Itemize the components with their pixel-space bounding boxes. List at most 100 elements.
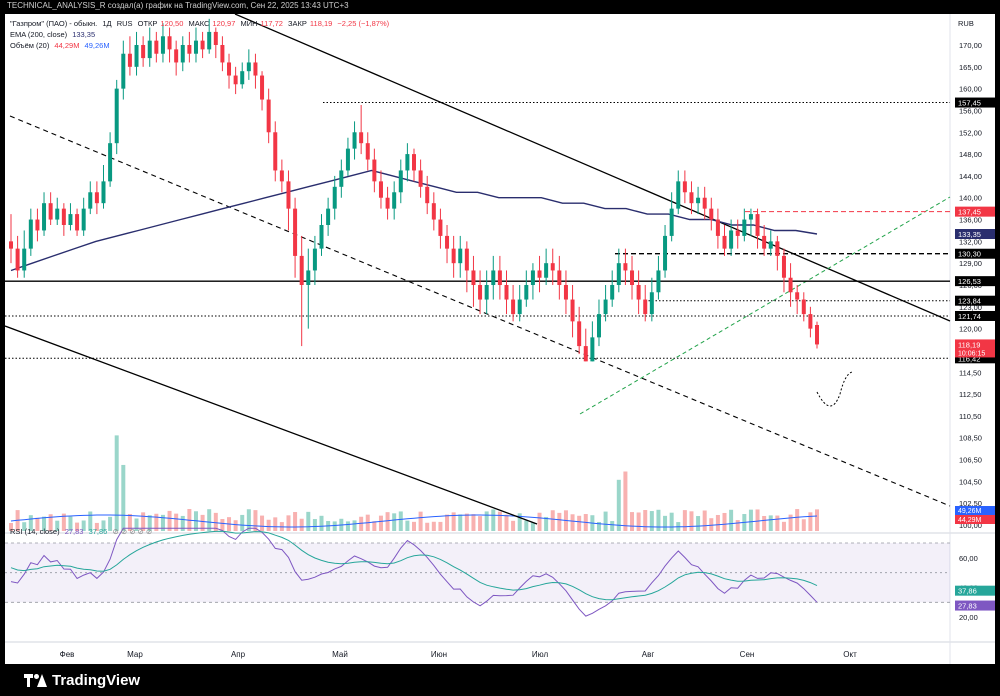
- volume-bar: [702, 510, 707, 531]
- candle-body: [590, 337, 595, 362]
- legend-close-label: ЗАКР: [288, 19, 307, 28]
- volume-bar: [345, 521, 350, 531]
- candle-body: [154, 40, 159, 54]
- volume-bar: [649, 511, 654, 531]
- candle-body: [306, 270, 311, 285]
- candle-body: [319, 225, 324, 249]
- level-tag: 126,53: [955, 276, 995, 287]
- candle-body: [709, 208, 714, 220]
- volume-bar: [431, 521, 436, 531]
- price-axis-tick: 120,00: [959, 325, 982, 334]
- rsi-ma-line: [10, 530, 818, 601]
- tradingview-brand-text: TradingView: [52, 672, 141, 689]
- candle-body: [603, 299, 608, 315]
- price-axis-tick: 104,50: [959, 477, 982, 486]
- legend-volume-ma: 49,26M: [84, 41, 110, 50]
- price-pane: 170,00 165,00 160,00 156,00 152,00 148,00 144,…: [5, 14, 995, 664]
- volume-bar: [504, 514, 509, 531]
- candle-body: [775, 241, 780, 256]
- legend-symbol[interactable]: "Газпром" (ПАО) - обыкн.: [10, 19, 98, 28]
- currency-label: RUB: [958, 19, 974, 28]
- level-tag-text: 121,74: [958, 312, 981, 321]
- volume-bar: [425, 522, 430, 531]
- lower-channel-line: [5, 325, 538, 525]
- legend-volume-row[interactable]: Объём (20) 44,29M 49,26M: [10, 41, 113, 50]
- level-tag-box: [955, 248, 995, 259]
- price-axis-tick: 102,50: [959, 499, 982, 508]
- volume-bar: [273, 517, 278, 531]
- volume-bar: [114, 435, 119, 531]
- price-axis-tick: 144,00: [959, 172, 982, 181]
- volume-bar: [299, 518, 304, 531]
- price-axis-tick: 165,00: [959, 63, 982, 72]
- candle-body: [246, 62, 251, 72]
- candle-body: [193, 40, 198, 54]
- volume-bar: [147, 515, 152, 531]
- level-tag-text: 123,84: [958, 297, 981, 306]
- level-tag: 116,42: [955, 353, 995, 364]
- candle-body: [385, 197, 390, 209]
- time-axis-tick: Июл: [532, 650, 549, 659]
- level-tag: 130,30: [955, 248, 995, 259]
- volume-bar: [312, 519, 317, 531]
- volume-bar: [108, 516, 113, 531]
- volume-bar: [801, 519, 806, 531]
- volume-tag-box: [955, 506, 995, 515]
- legend-ema-row[interactable]: EMA (200, close) 133,35: [10, 30, 98, 39]
- volume-bar: [180, 515, 185, 531]
- ema-200-line: [10, 169, 818, 272]
- level-tag: 157,45: [955, 97, 995, 108]
- level-tag: 123,84: [955, 295, 995, 306]
- tradingview-logo[interactable]: TradingView: [24, 672, 140, 689]
- volume-bar: [524, 520, 529, 531]
- volume-bar: [682, 510, 687, 531]
- candle-body: [332, 186, 337, 209]
- price-axis-tick: 100,00: [959, 521, 982, 530]
- candle-body: [352, 132, 357, 149]
- candle-body: [596, 314, 601, 338]
- candle-body: [134, 45, 139, 67]
- volume-bar: [35, 517, 40, 531]
- candle-body: [200, 40, 205, 50]
- level-tag-box: [955, 353, 995, 364]
- candle-body: [359, 132, 364, 144]
- volume-ma-line: [10, 514, 818, 528]
- volume-bar: [213, 512, 218, 531]
- volume-bar: [497, 511, 502, 531]
- candle-body: [22, 248, 27, 271]
- price-axis-tick: 132,00: [959, 237, 982, 246]
- volume-bar: [372, 521, 377, 531]
- candle-body: [491, 270, 496, 285]
- legend-rsi-row[interactable]: RSI (14, close) 27,83 37,86 ⊘ ⊘ ⊘ ⊘ ⊘: [10, 527, 155, 536]
- legend-change: −2,25 (−1,87%): [337, 19, 390, 28]
- legend-rsi-eye-icons[interactable]: ⊘ ⊘ ⊘ ⊘ ⊘: [112, 527, 153, 536]
- candle-body: [326, 208, 331, 225]
- tradingview-logo-icon: [24, 674, 47, 687]
- volume-bar: [669, 512, 674, 531]
- price-chart-svg[interactable]: 170,00 165,00 160,00 156,00 152,00 148,00 144,…: [5, 14, 995, 664]
- level-tag-text: 126,53: [958, 277, 981, 286]
- volume-bar: [9, 523, 13, 531]
- candle-body: [42, 203, 47, 231]
- volume-bar: [200, 514, 205, 531]
- candle-body: [801, 299, 806, 315]
- volume-bar: [418, 511, 423, 531]
- volume-bar: [808, 512, 813, 531]
- candle-body: [676, 181, 681, 209]
- candle-body: [299, 255, 304, 285]
- legend-high-label: МАКС: [188, 19, 210, 28]
- volume-bar: [445, 514, 450, 531]
- candle-body: [273, 132, 278, 171]
- candle-body: [88, 192, 93, 209]
- candle-body: [35, 219, 40, 231]
- volume-bar: [729, 509, 734, 531]
- candle-body: [174, 49, 179, 63]
- time-axis: Фев Мар Апр Май Июн Июл Авг Сен Окт: [60, 650, 857, 659]
- legend-volume-value: 44,29M: [54, 41, 80, 50]
- volume-bar: [246, 509, 251, 531]
- candle-body: [636, 285, 641, 300]
- volume-bar: [207, 509, 212, 531]
- volume-bar: [42, 516, 47, 531]
- forecast-curve: [816, 371, 853, 407]
- projection-line: [579, 196, 951, 415]
